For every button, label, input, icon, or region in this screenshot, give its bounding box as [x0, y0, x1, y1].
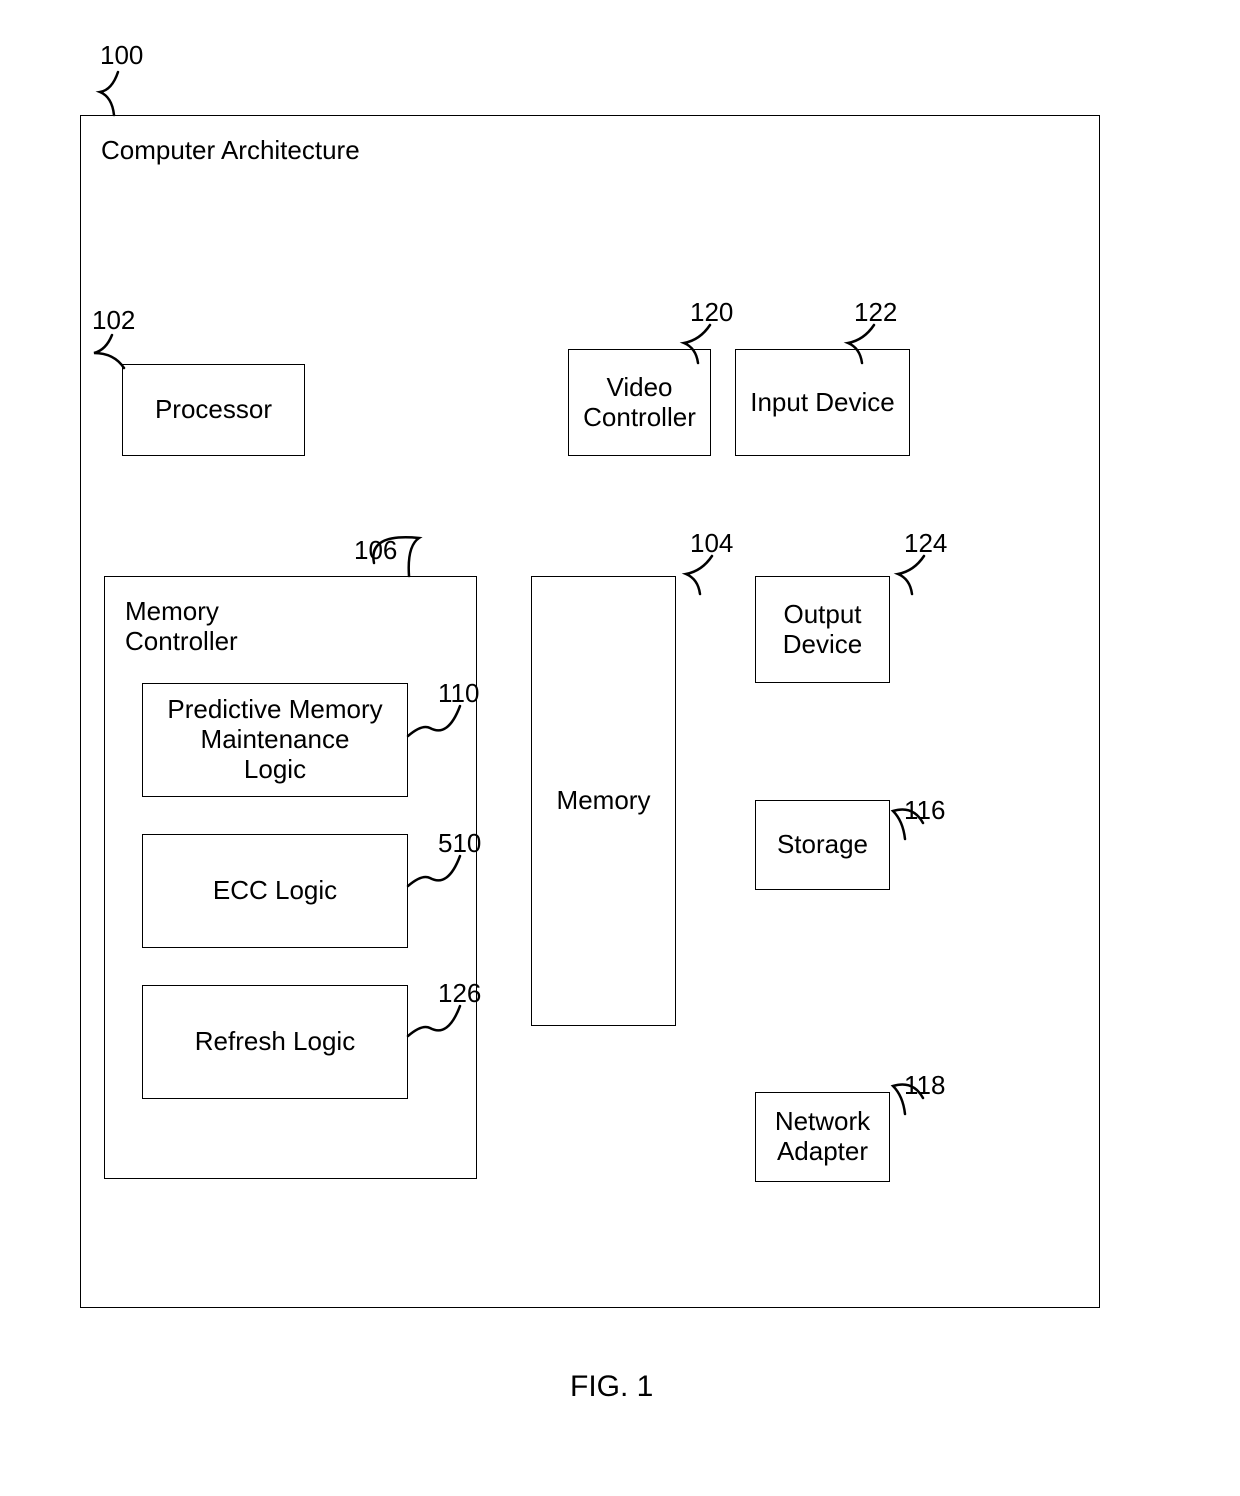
label-predictive-line1: Predictive Memory — [167, 695, 382, 725]
box-predictive-memory-maintenance-logic: Predictive Memory Maintenance Logic — [142, 683, 408, 797]
box-network-adapter: Network Adapter — [755, 1092, 890, 1182]
ref-104: 104 — [690, 528, 733, 559]
box-processor: Processor — [122, 364, 305, 456]
box-storage: Storage — [755, 800, 890, 890]
box-video-controller: Video Controller — [568, 349, 711, 456]
box-input-device: Input Device — [735, 349, 910, 456]
label-network-adapter-line2: Adapter — [777, 1137, 868, 1167]
label-memory-controller-line1: Memory — [125, 596, 219, 626]
ref-122: 122 — [854, 297, 897, 328]
label-memory-controller-line2: Controller — [125, 626, 238, 656]
box-ecc-logic: ECC Logic — [142, 834, 408, 948]
label-predictive-line3: Logic — [244, 755, 306, 785]
ref-124: 124 — [904, 528, 947, 559]
box-refresh-logic: Refresh Logic — [142, 985, 408, 1099]
ref-102: 102 — [92, 305, 135, 336]
label-computer-architecture: Computer Architecture — [101, 136, 360, 166]
label-output-device-line2: Device — [783, 630, 862, 660]
ref-106: 106 — [354, 535, 397, 566]
label-ecc-logic: ECC Logic — [213, 876, 337, 906]
ref-126: 126 — [438, 978, 481, 1009]
label-predictive-line2: Maintenance — [201, 725, 350, 755]
figure-caption: FIG. 1 — [570, 1370, 653, 1404]
box-memory: Memory — [531, 576, 676, 1026]
label-memory: Memory — [557, 786, 651, 816]
label-video-controller-line2: Controller — [583, 403, 696, 433]
label-input-device: Input Device — [750, 388, 895, 418]
ref-116: 116 — [904, 795, 945, 826]
label-storage: Storage — [777, 830, 868, 860]
label-output-device-line1: Output — [783, 600, 861, 630]
ref-118: 118 — [904, 1070, 945, 1101]
label-network-adapter-line1: Network — [775, 1107, 870, 1137]
label-video-controller-line1: Video — [606, 373, 672, 403]
leader-path-100 — [100, 72, 118, 115]
label-processor: Processor — [155, 395, 272, 425]
ref-100: 100 — [100, 40, 143, 71]
ref-510: 510 — [438, 828, 481, 859]
label-refresh-logic: Refresh Logic — [195, 1027, 355, 1057]
box-output-device: Output Device — [755, 576, 890, 683]
ref-110: 110 — [438, 678, 479, 709]
ref-120: 120 — [690, 297, 733, 328]
